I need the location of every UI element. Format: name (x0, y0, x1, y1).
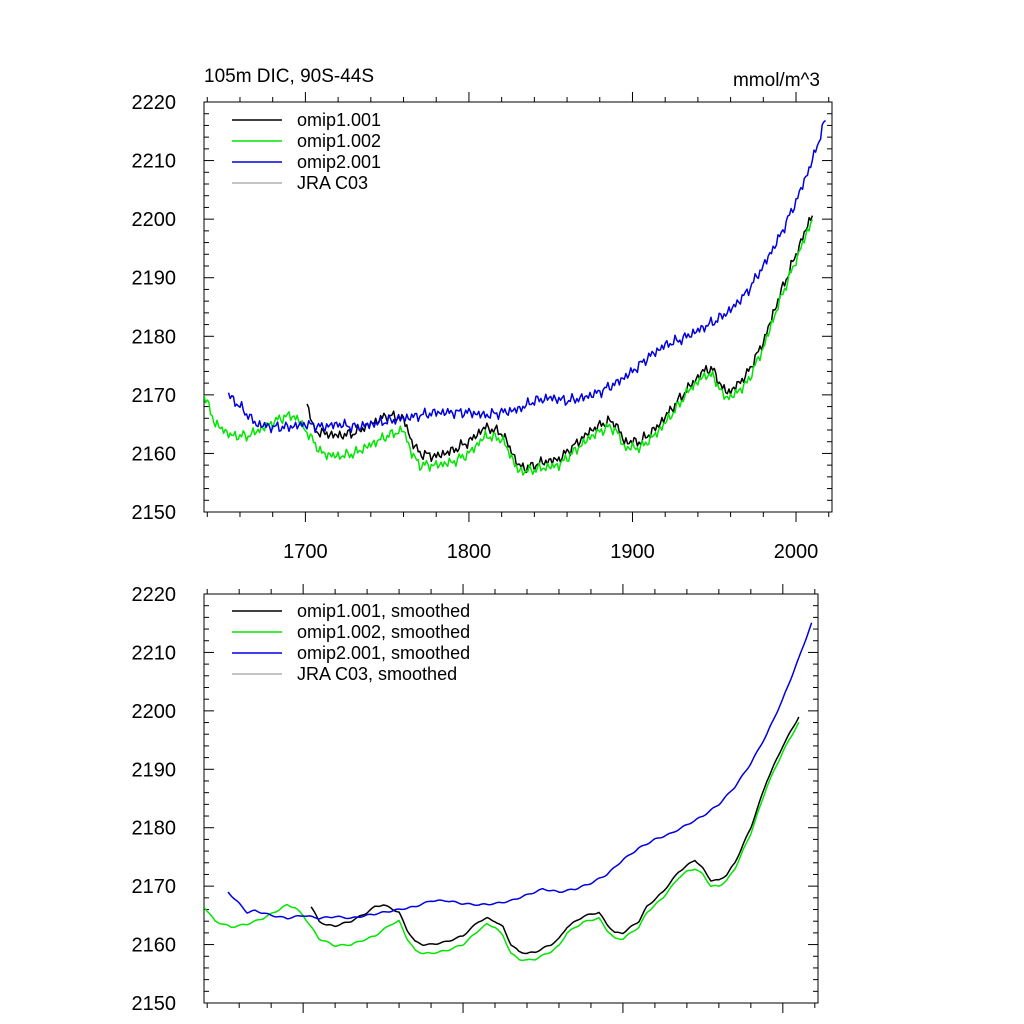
legend-label-jra_c03: JRA C03 (297, 173, 368, 193)
y-tick-label: 2210 (132, 151, 177, 173)
y-tick-label: 2180 (132, 818, 177, 840)
legend-label-omip1_001: omip1.001 (297, 110, 381, 130)
y-tick-label: 2190 (132, 268, 177, 290)
y-tick-label: 2160 (132, 443, 177, 465)
units-label: mmol/m^3 (732, 70, 820, 91)
y-tick-label: 2150 (132, 993, 177, 1015)
y-tick-label: 2160 (132, 935, 177, 957)
series-line-omip1_001 (310, 716, 800, 955)
y-tick-label: 2190 (132, 759, 177, 781)
series-line-omip1_002 (204, 219, 814, 476)
series-line-omip2_001 (227, 119, 826, 434)
y-tick-label: 2220 (132, 92, 177, 114)
plot-frame (203, 101, 833, 513)
plot-frame (203, 593, 819, 1004)
y-tick-label: 2170 (132, 385, 177, 407)
y-tick-label: 2220 (132, 584, 177, 606)
series-line-omip1_001 (306, 215, 814, 474)
legend-label-omip2_001: omip2.001, smoothed (297, 643, 470, 663)
series-line-omip2_001 (227, 622, 813, 920)
y-tick-label: 2150 (132, 502, 177, 524)
legend-label-jra_c03: JRA C03, smoothed (297, 664, 457, 684)
y-tick-label: 2170 (132, 876, 177, 898)
legend-label-omip1_002: omip1.002, smoothed (297, 622, 470, 642)
smoothed-panel: 2150 2160 2170 2180 2190 2200 2210 2220 omip1.00… (132, 584, 819, 1015)
raw-panel: 2150 2160 2170 2180 2190 2200 2210 2220 1700 1800… (132, 92, 833, 563)
x-tick-label: 1800 (447, 541, 492, 563)
y-tick-label: 2200 (132, 701, 177, 723)
y-tick-label: 2180 (132, 326, 177, 348)
x-tick-label: 1700 (283, 541, 328, 563)
legend-label-omip2_001: omip2.001 (297, 152, 381, 172)
y-tick-label: 2210 (132, 642, 177, 664)
legend-label-omip1_001: omip1.001, smoothed (297, 601, 470, 621)
chart-title: 105m DIC, 90S-44S (204, 66, 375, 87)
legend-label-omip1_002: omip1.002 (297, 131, 381, 151)
x-tick-label: 2000 (774, 541, 819, 563)
y-tick-label: 2200 (132, 209, 177, 231)
x-tick-label: 1900 (610, 541, 655, 563)
